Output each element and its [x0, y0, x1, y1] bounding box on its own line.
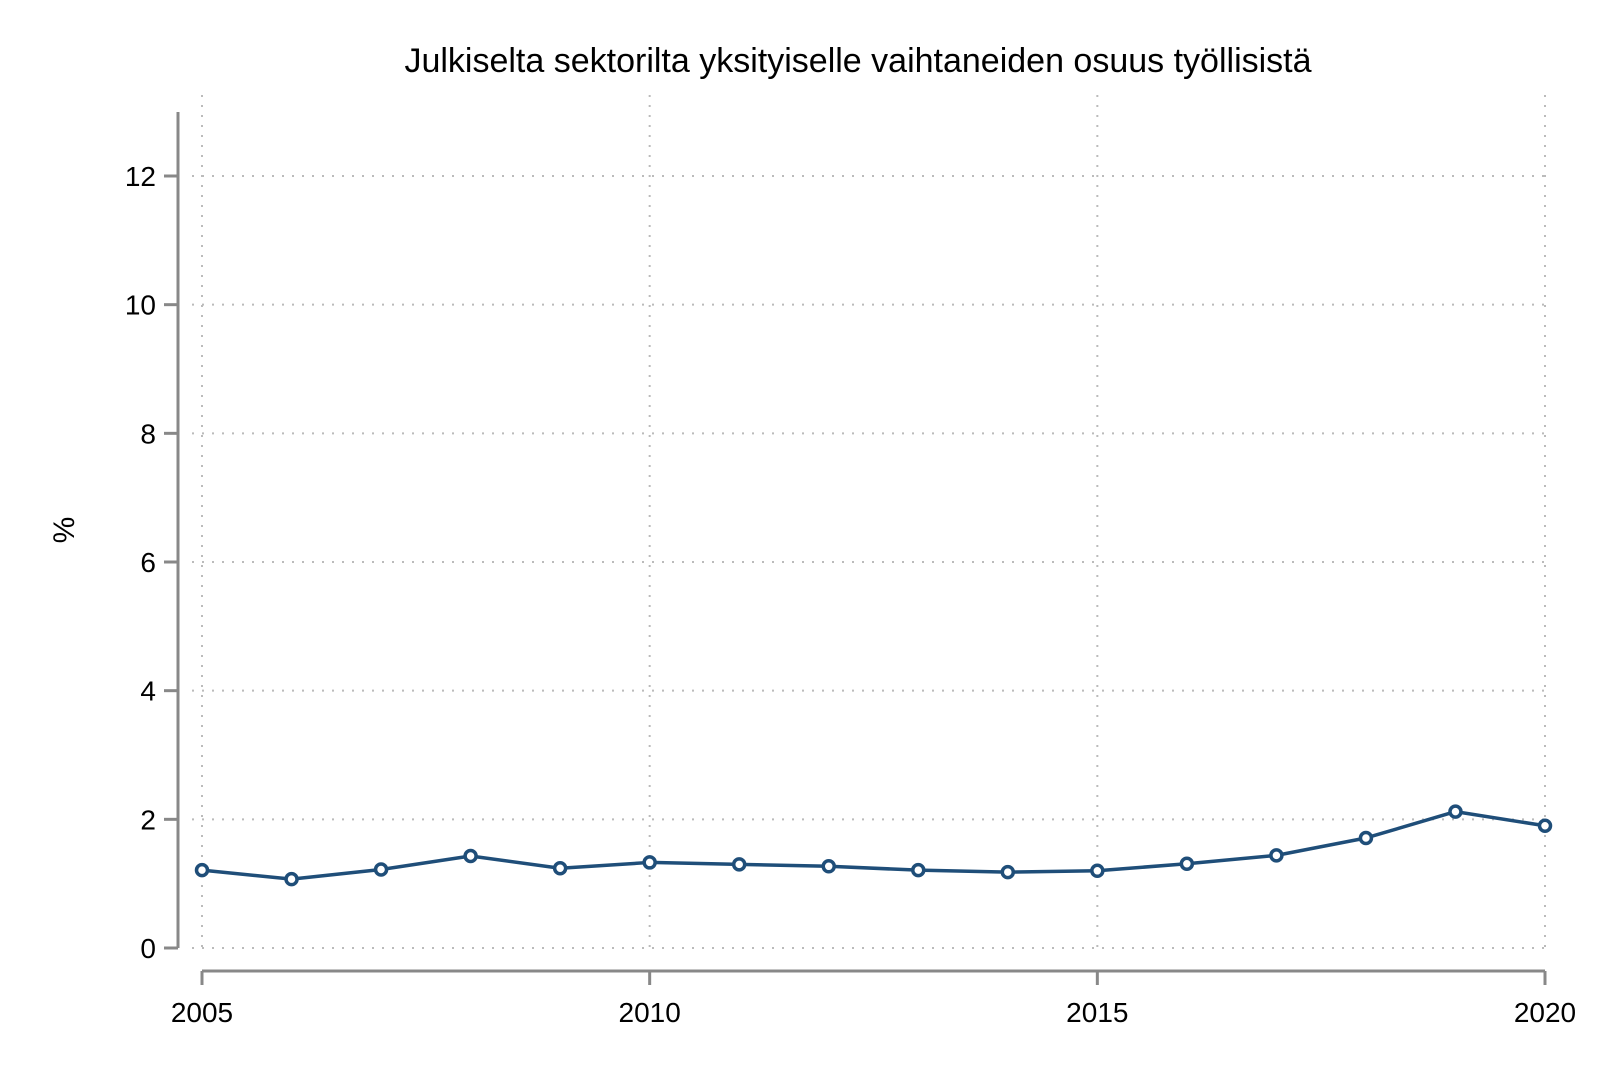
axes [164, 112, 1547, 985]
data-point [1000, 864, 1016, 880]
x-tick-label: 2005 [171, 997, 233, 1028]
y-tick-label: 4 [140, 676, 156, 707]
y-tick-label: 10 [125, 290, 156, 321]
data-point [194, 862, 210, 878]
series-line [201, 809, 1546, 881]
y-tick-label: 6 [140, 547, 156, 578]
x-tick-label: 2020 [1514, 997, 1576, 1028]
data-point [1269, 848, 1284, 863]
data-point [1358, 830, 1374, 846]
data-point [821, 859, 836, 874]
data-point [463, 848, 478, 864]
data-point [552, 860, 568, 876]
y-tick-label: 8 [140, 418, 156, 449]
data-point [1537, 818, 1553, 834]
data-point [731, 857, 747, 872]
data-point [911, 862, 926, 878]
x-tick-label: 2010 [619, 997, 681, 1028]
data-point [373, 862, 389, 877]
data-point [1448, 804, 1463, 819]
y-tick-label: 2 [140, 804, 156, 835]
data-point [284, 871, 299, 887]
data-point [642, 855, 657, 870]
y-tick-label: 0 [140, 933, 156, 964]
x-tick-label: 2015 [1066, 997, 1128, 1028]
chart-title: Julkiselta sektorilta yksityiselle vaiht… [404, 42, 1311, 80]
data-point [1090, 863, 1105, 879]
y-axis-title: % [48, 517, 81, 544]
y-tick-label: 12 [125, 161, 156, 192]
tick-labels: 0 2 4 6 8 10 12 2005 2010 2015 2020 [125, 161, 1576, 1028]
data-point [1179, 856, 1195, 871]
grid-lines [192, 95, 1546, 949]
series [194, 804, 1553, 887]
